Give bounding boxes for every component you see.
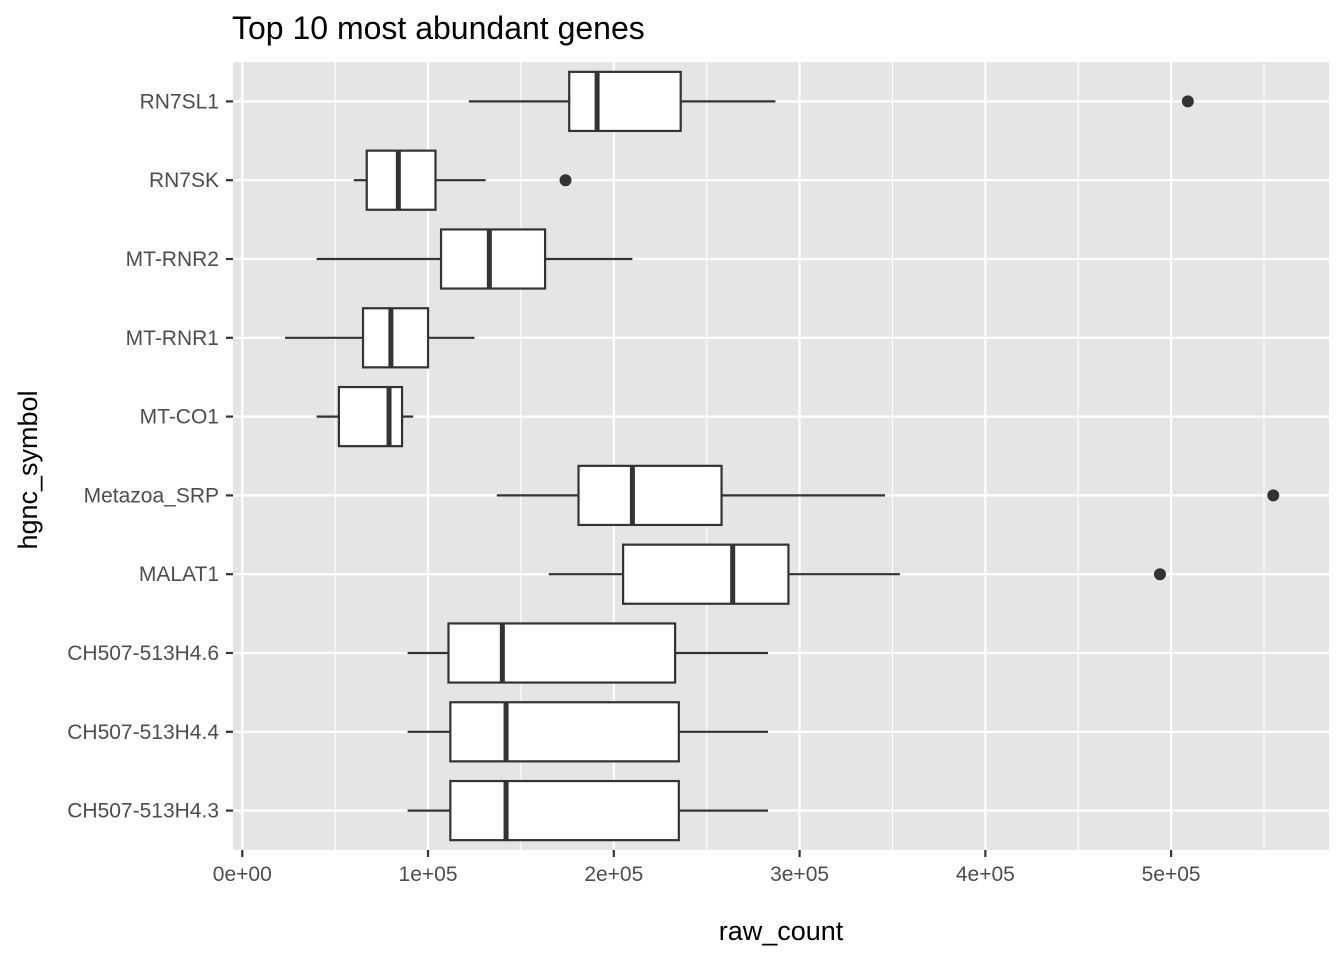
y-tick-label: RN7SK bbox=[149, 169, 219, 192]
y-tick-label: MT-RNR2 bbox=[126, 248, 219, 271]
y-axis-title: hgnc_symbol bbox=[13, 390, 43, 549]
iqr-box bbox=[365, 149, 437, 211]
x-tick-label: 2e+05 bbox=[584, 863, 643, 886]
x-tick-label: 4e+05 bbox=[956, 863, 1015, 886]
iqr-box bbox=[449, 779, 680, 842]
y-tick-label: CH507-513H4.4 bbox=[67, 721, 219, 744]
outlier-point bbox=[559, 174, 572, 187]
iqr-box bbox=[447, 622, 677, 684]
box-MT-CO1 bbox=[316, 385, 414, 448]
box-MT-RNR1 bbox=[285, 307, 475, 369]
x-tick-label: 1e+05 bbox=[399, 863, 458, 886]
box-CH507-513H4.3 bbox=[407, 779, 768, 842]
y-tick-label: CH507-513H4.3 bbox=[67, 800, 219, 823]
x-tick-label: 5e+05 bbox=[1142, 863, 1201, 886]
x-axis-title: raw_count bbox=[719, 916, 844, 946]
box-RN7SK bbox=[353, 149, 572, 211]
box-MALAT1 bbox=[548, 543, 1166, 605]
box-CH507-513H4.6 bbox=[407, 622, 768, 684]
outlier-point bbox=[1181, 95, 1194, 108]
x-tick-label: 3e+05 bbox=[770, 863, 829, 886]
boxes-layer bbox=[285, 70, 1280, 842]
iqr-box bbox=[568, 70, 682, 133]
y-axis: RN7SL1 RN7SK MT-RNR2 MT-RNR1 MT-CO1 Metazoa_S… bbox=[67, 90, 233, 823]
iqr-box bbox=[337, 385, 404, 448]
y-tick-label: RN7SL1 bbox=[140, 90, 219, 113]
y-tick-label: MALAT1 bbox=[139, 563, 219, 586]
box-Metazoa_SRP bbox=[496, 464, 1280, 527]
box-CH507-513H4.4 bbox=[407, 701, 768, 763]
chart-title: Top 10 most abundant genes bbox=[232, 10, 645, 46]
iqr-box bbox=[449, 701, 680, 763]
x-tick-label: 0e+00 bbox=[213, 863, 272, 886]
box-RN7SL1 bbox=[468, 70, 1194, 133]
y-tick-label: Metazoa_SRP bbox=[84, 484, 219, 507]
y-tick-label: MT-RNR1 bbox=[126, 327, 219, 350]
iqr-box bbox=[439, 228, 547, 290]
iqr-box bbox=[361, 307, 430, 369]
outlier-point bbox=[1153, 568, 1166, 581]
outlier-point bbox=[1267, 489, 1280, 502]
minor-gridlines bbox=[334, 62, 1265, 850]
y-tick-label: MT-CO1 bbox=[140, 406, 219, 429]
iqr-box bbox=[577, 464, 723, 527]
x-axis: 0e+00 1e+05 2e+05 3e+05 4e+05 5e+05 bbox=[213, 850, 1201, 886]
y-tick-label: CH507-513H4.6 bbox=[67, 642, 219, 665]
iqr-box bbox=[622, 543, 790, 605]
box-MT-RNR2 bbox=[316, 228, 633, 290]
